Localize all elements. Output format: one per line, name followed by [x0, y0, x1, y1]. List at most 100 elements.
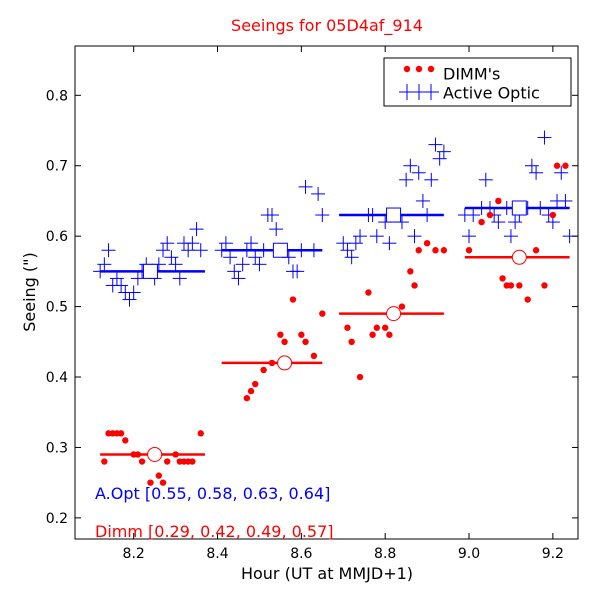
legend-label-dimm: DIMM's	[443, 65, 500, 84]
active-optic-point	[185, 236, 200, 251]
dimm-point	[147, 479, 154, 486]
dimm-point	[381, 324, 389, 331]
active-optic-point	[193, 243, 208, 258]
y-tick-label: 0.5	[46, 300, 68, 316]
dimm-point	[486, 211, 494, 219]
dimm-point	[524, 296, 531, 303]
active-optic-point	[130, 271, 145, 286]
x-tick-label: 9.0	[458, 546, 480, 562]
active-optic-point	[160, 236, 175, 251]
active-optic-median-marker	[142, 263, 158, 279]
active-optic-point	[235, 257, 250, 272]
dimm-point	[310, 352, 318, 360]
chart-title: Seeings for 05D4af_914	[231, 16, 423, 36]
active-optic-point	[126, 285, 141, 300]
active-optic-median-marker	[386, 207, 402, 223]
dimm-point	[415, 247, 422, 254]
dimm-point	[302, 338, 309, 345]
annotation-active-optic-medians: A.Opt [0.55, 0.58, 0.63, 0.64]	[95, 484, 330, 503]
active-optic-point	[265, 208, 280, 223]
dimm-point	[101, 458, 108, 465]
y-tick-label: 0.3	[46, 440, 68, 456]
active-optic-point	[353, 229, 368, 244]
active-optic-point	[298, 179, 313, 194]
dimm-point	[386, 331, 393, 338]
active-optic-point	[491, 215, 506, 230]
y-tick-label: 0.8	[46, 88, 68, 104]
y-tick-label: 0.7	[46, 159, 68, 175]
dimm-point	[516, 282, 523, 289]
active-optic-point	[554, 165, 569, 180]
chart-marks	[93, 130, 577, 486]
dimm-median-marker	[277, 355, 293, 371]
dimm-point	[440, 247, 448, 254]
dimm-point	[252, 380, 259, 388]
legend-box	[383, 57, 572, 107]
dimm-point	[398, 303, 406, 310]
active-optic-point	[164, 250, 179, 265]
dimm-point	[499, 275, 506, 282]
active-optic-point	[436, 144, 451, 159]
active-optic-point	[340, 243, 355, 258]
active-optic-point	[122, 292, 137, 307]
active-optic-point	[311, 186, 326, 201]
x-tick-label: 8.2	[123, 546, 145, 562]
dimm-point	[164, 458, 171, 465]
active-optic-point	[101, 243, 116, 258]
legend-dimm-marker	[403, 65, 435, 73]
dimm-point	[319, 310, 326, 317]
active-optic-point	[168, 257, 183, 272]
active-optic-point	[432, 151, 447, 166]
active-optic-point	[248, 250, 263, 265]
dimm-point	[562, 162, 569, 169]
dimm-point	[465, 247, 473, 254]
active-optic-point	[189, 222, 204, 237]
active-optic-median-marker	[511, 200, 527, 216]
active-optic-point	[156, 243, 171, 258]
active-optic-point	[290, 264, 305, 279]
dimm-point	[407, 268, 414, 275]
active-optic-point	[382, 236, 397, 251]
dimm-point	[277, 331, 284, 338]
active-optic-point	[462, 229, 477, 244]
active-optic-point	[403, 158, 418, 173]
dimm-point	[495, 197, 502, 205]
dimm-point	[117, 430, 125, 437]
dimm-median-marker	[511, 249, 527, 265]
axis-ticks: 8.2 8.4 8.6 8.8 9.0 9.2 0.2 0.3 0.4 0.5 0.6 0.7 0.8	[46, 46, 578, 562]
dimm-point	[549, 211, 557, 219]
active-optic-point	[399, 172, 414, 187]
active-optic-point	[223, 250, 238, 265]
dimm-median-marker	[386, 306, 402, 322]
dimm-point	[553, 162, 561, 169]
y-tick-label: 0.2	[46, 511, 68, 527]
active-optic-point	[428, 137, 443, 152]
y-axis-label: Seeing (")	[20, 252, 39, 332]
active-optic-point	[424, 172, 439, 187]
dimm-point	[369, 331, 376, 338]
active-optic-point	[537, 130, 552, 145]
active-optic-point	[348, 236, 363, 251]
active-optic-point	[508, 215, 523, 230]
dimm-point	[365, 289, 372, 296]
x-axis-label: Hour (UT at MMJD+1)	[241, 564, 413, 583]
legend-dimm-dot	[403, 65, 411, 73]
dimm-point	[281, 338, 288, 345]
legend-active-optic-plus	[423, 84, 439, 100]
legend: DIMM's Active Optic	[383, 57, 572, 107]
x-tick-label: 9.2	[542, 546, 564, 562]
active-optic-point	[558, 193, 573, 208]
dimm-point	[356, 373, 364, 381]
dimm-point	[247, 387, 255, 395]
active-optic-point	[336, 236, 351, 251]
annotation-dimm-medians: Dimm [0.29, 0.42, 0.49, 0.57]	[95, 522, 334, 541]
dimm-point	[373, 324, 380, 331]
active-optic-point	[411, 165, 426, 180]
dimm-point	[189, 458, 196, 465]
active-optic-point	[97, 257, 112, 272]
active-optic-point	[344, 250, 359, 265]
active-optic-point	[244, 236, 259, 251]
x-tick-label: 8.8	[374, 546, 396, 562]
y-tick-label: 0.4	[46, 370, 68, 386]
